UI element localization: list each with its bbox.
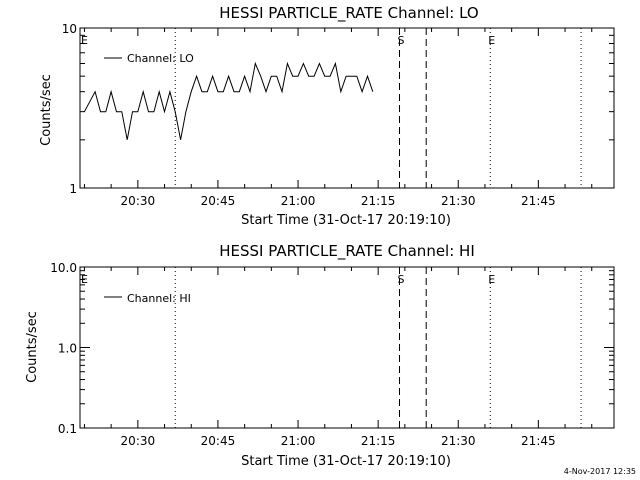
panel-lo: 20:30 20:45 21:00 21:15 21:30 21:45 1 10 E S E (62, 22, 615, 208)
marker-e-lo-0: E (81, 34, 88, 47)
legend-label-hi: Channel: HI (127, 292, 191, 305)
x-tick-label-lo-0: 20:30 (121, 194, 156, 208)
x-tick-label-hi-0: 20:30 (121, 434, 156, 448)
y-axis-label-hi: Counts/sec (25, 311, 40, 383)
x-tick-label-lo-2: 21:00 (281, 194, 316, 208)
x-tick-label-lo-5: 21:45 (521, 194, 556, 208)
x-tick-label-hi-3: 21:15 (361, 434, 396, 448)
chart-title-hi: HESSI PARTICLE_RATE Channel: HI (219, 242, 475, 261)
marker-s-hi-1: S (398, 273, 405, 286)
y-tick-label-hi-0: 0.1 (58, 422, 77, 436)
marker-s-lo-1: S (398, 34, 405, 47)
y-tick-label-lo-0: 1 (69, 182, 77, 196)
y-axis-label-lo: Counts/sec (39, 74, 54, 146)
x-tick-label-hi-4: 21:30 (441, 434, 476, 448)
x-tick-label-hi-1: 20:45 (201, 434, 236, 448)
y-tick-label-hi-2: 10.0 (50, 261, 77, 275)
x-tick-label-lo-4: 21:30 (441, 194, 476, 208)
x-axis-label-hi: Start Time (31-Oct-17 20:19:10) (241, 454, 451, 469)
y-tick-label-hi-1: 1.0 (58, 342, 77, 356)
y-tick-label-lo-1: 10 (62, 22, 77, 36)
x-axis-label-lo: Start Time (31-Oct-17 20:19:10) (241, 213, 451, 228)
series-line-lo-0 (83, 61, 374, 140)
marker-e-hi-0: E (81, 273, 88, 286)
footer-timestamp: 4-Nov-2017 12:35 (564, 467, 636, 476)
x-tick-label-lo-1: 20:45 (201, 194, 236, 208)
x-tick-label-hi-5: 21:45 (521, 434, 556, 448)
x-tick-label-lo-3: 21:15 (361, 194, 396, 208)
marker-e-hi-2: E (488, 273, 495, 286)
panel-hi: 20:30 20:45 21:00 21:15 21:30 21:45 0.1 1.0 10.0… (50, 261, 615, 448)
chart-title-lo: HESSI PARTICLE_RATE Channel: LO (219, 4, 478, 23)
legend-label-lo: Channel: LO (127, 52, 194, 65)
marker-e-lo-2: E (488, 34, 495, 47)
plot-frame-lo (79, 27, 615, 189)
x-tick-label-hi-2: 21:00 (281, 434, 316, 448)
